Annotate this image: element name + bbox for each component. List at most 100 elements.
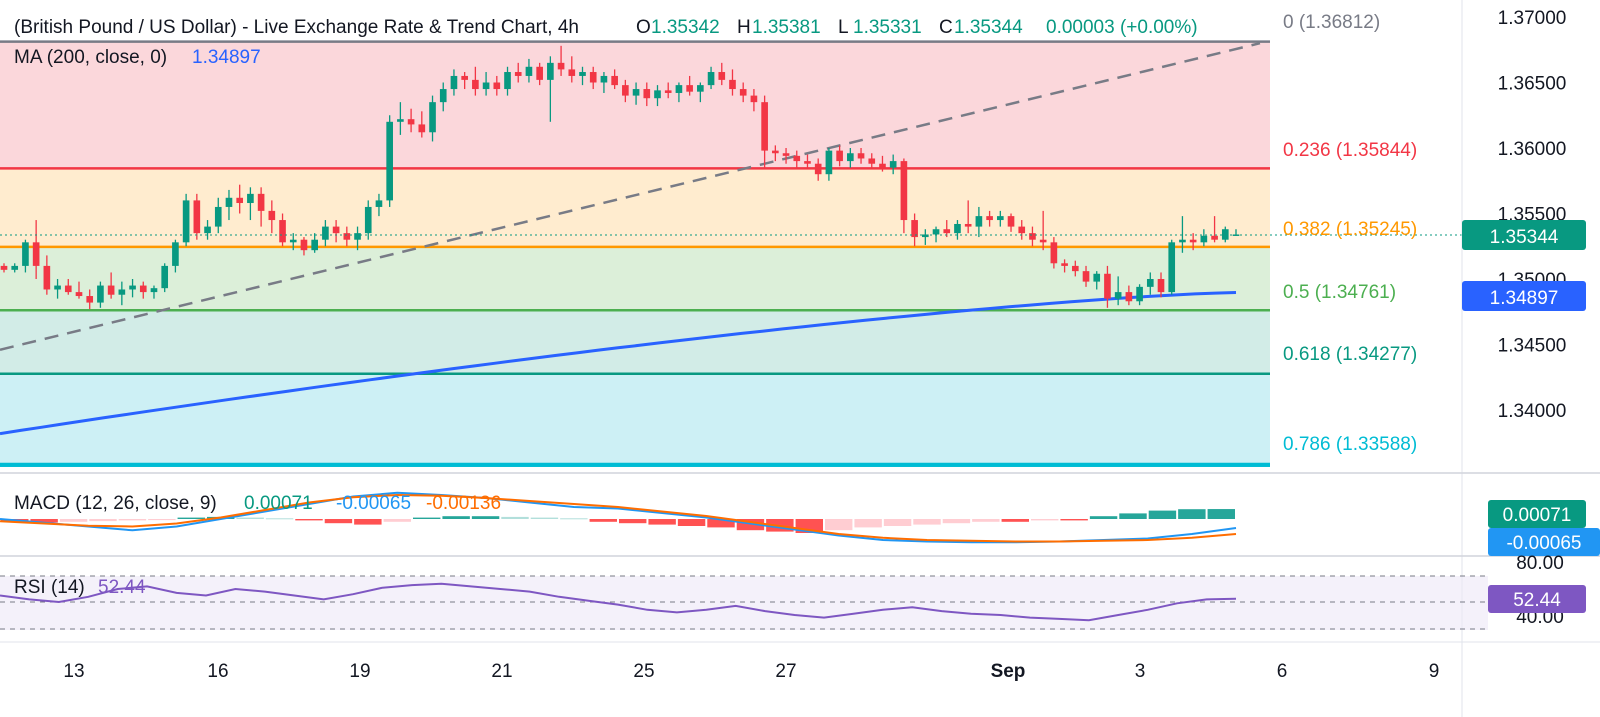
macd-bar: [1060, 519, 1088, 521]
rsi-line: [0, 582, 1237, 622]
time-tick: 3: [1135, 661, 1146, 682]
signal-line: [0, 493, 1237, 543]
candle-body: [11, 265, 19, 270]
candle-body: [86, 296, 94, 303]
candle-body: [986, 216, 993, 221]
candle-body: [268, 210, 276, 221]
macd-bar: [1148, 510, 1177, 519]
candle-body: [1029, 233, 1036, 240]
fib-band-bottom: [0, 463, 1270, 467]
candle-body: [236, 197, 244, 204]
rsi-legend-label: RSI (14): [14, 577, 85, 598]
macd-line-badge-text: -0.00065: [1506, 533, 1581, 554]
candle-body: [364, 206, 372, 234]
candle-body: [868, 158, 876, 164]
price-tick: 1.37000: [1498, 8, 1567, 29]
candle-body: [397, 119, 404, 122]
candle-body: [900, 161, 908, 221]
time-tick: Sep: [991, 661, 1026, 682]
candle-body: [1189, 239, 1197, 243]
macd-bar: [413, 517, 441, 519]
candle-body: [825, 150, 833, 175]
candle-body: [536, 66, 543, 80]
price-tick: 1.34500: [1498, 336, 1567, 357]
price-tick: 1.36000: [1498, 139, 1567, 160]
candle-body: [1146, 279, 1154, 287]
candle-body: [461, 75, 468, 80]
fib-band-2: [0, 168, 1270, 247]
fib-label-3: 0.5 (1.34761): [1283, 282, 1396, 303]
candle-body: [139, 285, 147, 293]
macd-bar: [707, 519, 735, 528]
ma-legend-value: 1.34897: [192, 47, 261, 68]
candle-body: [1125, 292, 1133, 302]
time-tick: 16: [207, 661, 228, 682]
macd-hist-badge: [1488, 500, 1586, 528]
ma-legend-label: MA (200, close, 0): [14, 47, 167, 68]
macd-bar: [677, 519, 706, 526]
macd-bar: [177, 517, 205, 519]
macd-bar: [30, 519, 58, 523]
candle-body: [161, 265, 169, 289]
macd-bar: [913, 519, 941, 525]
price-tick: 1.34000: [1498, 401, 1567, 422]
candle-body: [664, 90, 672, 93]
ma-badge-text: 1.34897: [1490, 288, 1559, 309]
candle-body: [932, 229, 940, 235]
ma200-line: [0, 291, 1237, 436]
ohlc-key: L: [838, 17, 849, 38]
price-axis: 1.370001.365001.360001.355001.350001.345…: [1498, 8, 1567, 422]
fib-band-4: [0, 310, 1270, 374]
candle-body: [847, 153, 854, 162]
candle-body: [0, 265, 8, 270]
candle-body: [922, 234, 929, 238]
macd-bar: [530, 517, 559, 519]
macd-bar: [1031, 519, 1059, 521]
price-tick: 1.36500: [1498, 74, 1567, 95]
macd-bar: [148, 519, 176, 521]
candle-body: [750, 95, 758, 103]
candle-body: [22, 242, 29, 266]
candle-body: [322, 226, 329, 240]
candle-body: [1061, 263, 1068, 266]
time-tick: 25: [633, 661, 654, 682]
candles: [0, 45, 1240, 310]
candle-body: [407, 119, 415, 125]
candle-body: [43, 265, 51, 290]
time-tick: 19: [349, 661, 370, 682]
ohlc-value: 1.35344: [954, 17, 1023, 38]
candle-body: [782, 153, 790, 156]
candle-body: [643, 89, 651, 99]
candle-body: [343, 233, 351, 240]
candle-body: [889, 161, 897, 168]
candle-body: [311, 239, 318, 251]
candle-body: [1050, 242, 1058, 264]
candle-body: [32, 242, 40, 266]
candle-body: [172, 242, 179, 266]
candle-body: [386, 121, 393, 201]
macd-bar: [942, 519, 971, 524]
candle-body: [257, 193, 265, 211]
time-tick: 21: [491, 661, 512, 682]
macd-bar: [825, 519, 853, 531]
candle-body: [589, 72, 597, 83]
candle-body: [64, 285, 72, 293]
candle-body: [375, 200, 383, 207]
macd-bar: [1207, 509, 1235, 519]
macd-bar: [560, 518, 588, 520]
rsi-badge-text: 52.44: [1513, 590, 1561, 611]
candle-body: [675, 85, 683, 93]
candle-body: [482, 82, 490, 90]
candle-body: [1211, 235, 1218, 240]
candle-body: [118, 289, 126, 295]
candle-body: [943, 229, 951, 234]
candle-body: [1018, 226, 1026, 234]
macd-bar: [1001, 519, 1029, 522]
candle-body: [1168, 242, 1176, 293]
macd-bar: [295, 519, 323, 521]
candle-body: [418, 124, 426, 133]
macd-bar: [354, 519, 382, 525]
macd-line-badge: [1488, 528, 1600, 556]
rsi-axis-80: 80.00: [1516, 553, 1564, 574]
fib-label-2: 0.382 (1.35245): [1283, 219, 1417, 240]
